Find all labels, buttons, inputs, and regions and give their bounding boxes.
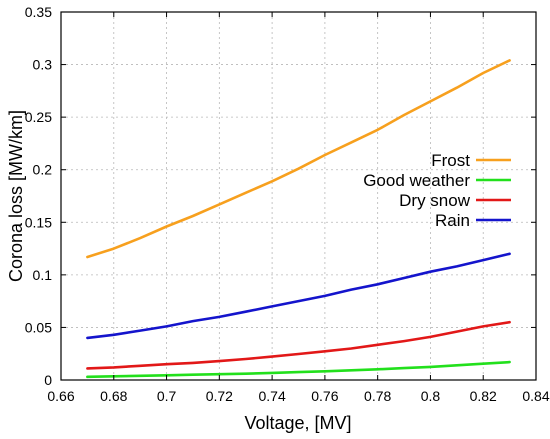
x-tick-label: 0.82: [470, 388, 497, 404]
series-line-rain: [86, 252, 511, 340]
y-tick-label: 0.35: [25, 4, 52, 20]
legend-label-frost: Frost: [431, 151, 470, 170]
y-axis-title: Corona loss [MW/km]: [6, 110, 26, 282]
x-tick-label: 0.7: [157, 388, 177, 404]
x-tick-label: 0.8: [421, 388, 441, 404]
y-tick-label: 0.2: [33, 162, 53, 178]
y-tick-label: 0.25: [25, 109, 52, 125]
x-tick-label: 0.76: [311, 388, 338, 404]
x-tick-label: 0.74: [258, 388, 285, 404]
x-tick-label: 0.72: [206, 388, 233, 404]
series-line-good-weather: [86, 360, 511, 379]
y-tick-label: 0.1: [33, 267, 53, 283]
y-tick-label: 0.05: [25, 319, 52, 335]
x-tick-label: 0.66: [47, 388, 74, 404]
legend-label-rain: Rain: [435, 211, 470, 230]
x-tick-label: 0.78: [364, 388, 391, 404]
x-tick-label: 0.84: [522, 388, 549, 404]
y-tick-label: 0.3: [33, 57, 53, 73]
legend-label-dry-snow: Dry snow: [399, 191, 471, 210]
plot-frame: [60, 11, 537, 381]
y-tick-label: 0: [44, 372, 52, 388]
legend-label-good-weather: Good weather: [363, 171, 470, 190]
series-lines: [86, 59, 511, 379]
series-line-frost: [86, 59, 511, 259]
series-line-dry-snow: [86, 320, 511, 370]
y-tick-label: 0.15: [25, 214, 52, 230]
x-axis-title: Voltage, [MV]: [244, 413, 351, 433]
axis-ticks: 0.66 0.68 0.7 0.72 0.74 0.76 0.78 0.8 0.82 0.84 0 0…: [25, 4, 550, 404]
x-tick-label: 0.68: [100, 388, 127, 404]
grid: [61, 12, 536, 380]
